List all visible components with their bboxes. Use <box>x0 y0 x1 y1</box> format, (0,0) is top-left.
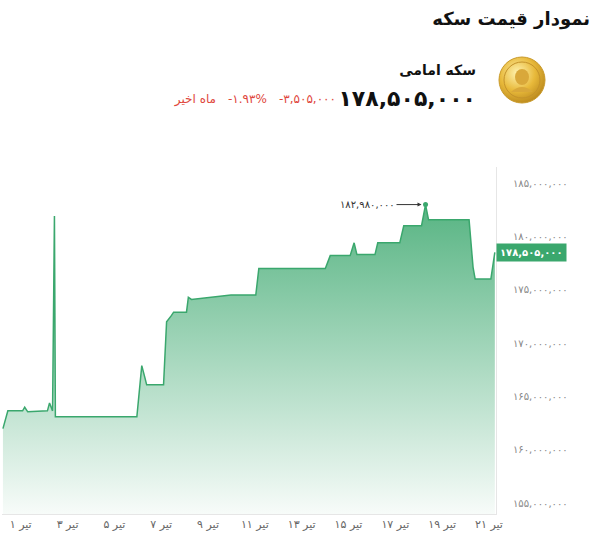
svg-text:۵ تیر: ۵ تیر <box>103 518 125 531</box>
svg-text:۱۵ تیر: ۱۵ تیر <box>335 518 363 531</box>
svg-text:۱۸۲,۹۸۰,۰۰۰: ۱۸۲,۹۸۰,۰۰۰ <box>340 199 395 210</box>
svg-text:۳ تیر: ۳ تیر <box>57 518 79 531</box>
svg-text:۱۷۸,۵۰۵,۰۰۰: ۱۷۸,۵۰۵,۰۰۰ <box>500 247 563 258</box>
svg-text:۱۵۵,۰۰۰,۰۰۰: ۱۵۵,۰۰۰,۰۰۰ <box>513 498 568 509</box>
svg-text:۱۱ تیر: ۱۱ تیر <box>241 518 269 531</box>
svg-text:۲۱ تیر: ۲۱ تیر <box>475 518 503 531</box>
svg-text:۱۳ تیر: ۱۳ تیر <box>288 518 316 531</box>
svg-text:۱۷۰,۰۰۰,۰۰۰: ۱۷۰,۰۰۰,۰۰۰ <box>513 338 568 349</box>
html-text:سکه امامی: سکه امامی <box>399 62 476 78</box>
svg-text:۷ تیر: ۷ تیر <box>150 518 172 531</box>
html-text:ماه اخیر: ماه اخیر <box>174 92 216 106</box>
svg-text:۱۶۰,۰۰۰,۰۰۰: ۱۶۰,۰۰۰,۰۰۰ <box>513 444 568 455</box>
svg-text:۱۸۰,۰۰۰,۰۰۰: ۱۸۰,۰۰۰,۰۰۰ <box>513 231 568 242</box>
html-text:-۳,۵۰۵,۰۰۰: -۳,۵۰۵,۰۰۰ <box>278 92 336 106</box>
svg-text:۱ تیر: ۱ تیر <box>10 518 32 531</box>
svg-text:۱۹ تیر: ۱۹ تیر <box>428 518 456 531</box>
svg-text:۹ تیر: ۹ تیر <box>197 518 219 531</box>
svg-text:۱۸۵,۰۰۰,۰۰۰: ۱۸۵,۰۰۰,۰۰۰ <box>513 178 568 189</box>
svg-text:۱۷ تیر: ۱۷ تیر <box>381 518 409 531</box>
html-text:نمودار قیمت سکه: نمودار قیمت سکه <box>432 8 590 29</box>
html-text:-۱.۹۳%: -۱.۹۳% <box>228 92 267 106</box>
svg-text:۱۶۵,۰۰۰,۰۰۰: ۱۶۵,۰۰۰,۰۰۰ <box>513 391 568 402</box>
svg-text:۱۷۵,۰۰۰,۰۰۰: ۱۷۵,۰۰۰,۰۰۰ <box>513 284 568 295</box>
html-text:۱۷۸,۵۰۵,۰۰۰: ۱۷۸,۵۰۵,۰۰۰ <box>338 86 476 111</box>
